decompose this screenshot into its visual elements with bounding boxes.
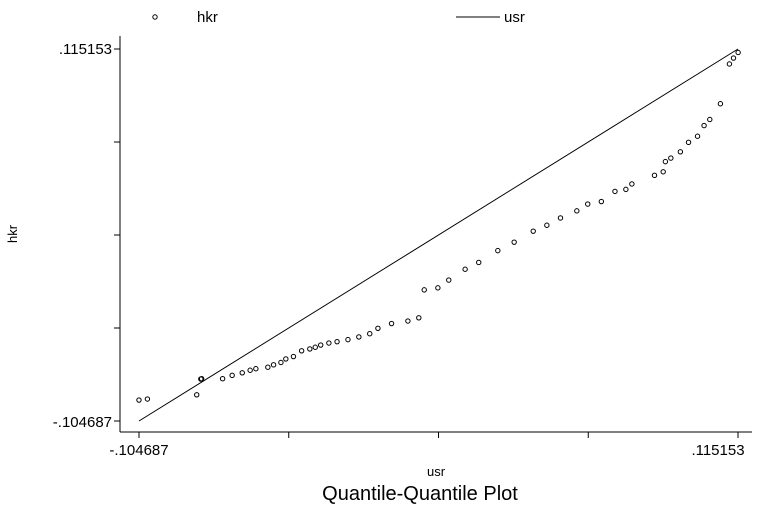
data-point-hkr	[511, 239, 517, 245]
data-point-hkr	[367, 331, 373, 337]
data-point-hkr	[270, 362, 277, 368]
data-point-hkr	[623, 186, 629, 193]
data-point-hkr	[598, 198, 605, 205]
data-point-hkr	[416, 315, 422, 321]
data-point-hkr	[557, 215, 564, 221]
reference-line-group	[138, 48, 739, 422]
data-point-hkr	[730, 55, 737, 61]
data-point-hkr	[239, 370, 245, 376]
data-point-hkr	[194, 392, 200, 398]
data-point-hkr	[388, 320, 395, 327]
data-point-hkr	[283, 356, 289, 362]
data-point-hkr	[356, 334, 362, 340]
x-tick-label-right: .115153	[691, 442, 744, 459]
data-point-hkr	[726, 61, 733, 67]
data-point-hkr	[668, 155, 674, 161]
data-point-hkr	[660, 169, 666, 175]
legend-label-usr: usr	[504, 9, 525, 26]
x-axis-ticks	[138, 432, 739, 438]
data-point-hkr	[345, 336, 351, 343]
data-point-hkr	[278, 359, 284, 366]
data-point-hkr	[701, 122, 707, 129]
data-point-hkr	[677, 149, 684, 155]
data-point-hkr	[574, 208, 580, 214]
data-point-hkr	[421, 287, 427, 293]
chart-title: Quantile-Quantile Plot	[322, 483, 518, 505]
hkr-points-group	[136, 49, 741, 403]
data-point-hkr	[326, 340, 332, 346]
data-point-hkr	[219, 376, 226, 382]
data-point-hkr	[717, 101, 724, 107]
data-point-hkr	[375, 325, 381, 331]
legend-marker-hkr	[152, 14, 158, 20]
y-axis-ticks	[114, 48, 120, 422]
data-point-hkr	[446, 277, 452, 283]
data-point-hkr	[685, 139, 692, 146]
data-point-hkr	[136, 397, 142, 403]
plot-frame	[119, 36, 752, 433]
legend-label-hkr: hkr	[197, 9, 218, 26]
data-point-hkr	[462, 266, 468, 272]
y-tick-label-bottom: -.104687	[53, 414, 112, 431]
data-point-hkr	[229, 372, 235, 379]
data-point-hkr	[544, 222, 550, 228]
data-point-hkr	[585, 201, 591, 207]
y-axis-title: hkr	[5, 224, 20, 243]
data-point-hkr	[307, 346, 313, 352]
x-tick-label-left: -.104687	[109, 442, 168, 459]
data-point-hkr	[247, 367, 253, 373]
y-tick-label-top: .115153	[59, 41, 112, 58]
data-point-hkr	[629, 181, 635, 187]
data-point-hkr	[612, 188, 618, 195]
data-point-hkr	[694, 133, 701, 139]
data-point-hkr	[405, 318, 411, 324]
data-point-hkr	[707, 116, 713, 123]
data-point-hkr	[290, 353, 297, 360]
x-axis-title: usr	[427, 464, 446, 479]
data-point-hkr	[530, 228, 536, 234]
data-point-hkr	[144, 396, 151, 402]
data-point-hkr	[495, 247, 501, 254]
data-point-hkr	[334, 338, 340, 345]
legend: hkr usr	[152, 9, 525, 26]
data-point-hkr	[318, 342, 324, 348]
data-point-hkr	[312, 344, 318, 350]
data-point-hkr	[662, 158, 669, 165]
data-point-hkr	[476, 259, 482, 266]
data-point-hkr	[198, 376, 205, 382]
data-point-hkr	[651, 172, 658, 179]
data-point-hkr	[298, 348, 305, 354]
data-point-hkr	[735, 49, 741, 56]
data-point-hkr	[435, 285, 441, 291]
reference-line-usr	[138, 48, 739, 422]
data-point-hkr	[265, 364, 271, 370]
data-point-hkr	[253, 366, 259, 372]
